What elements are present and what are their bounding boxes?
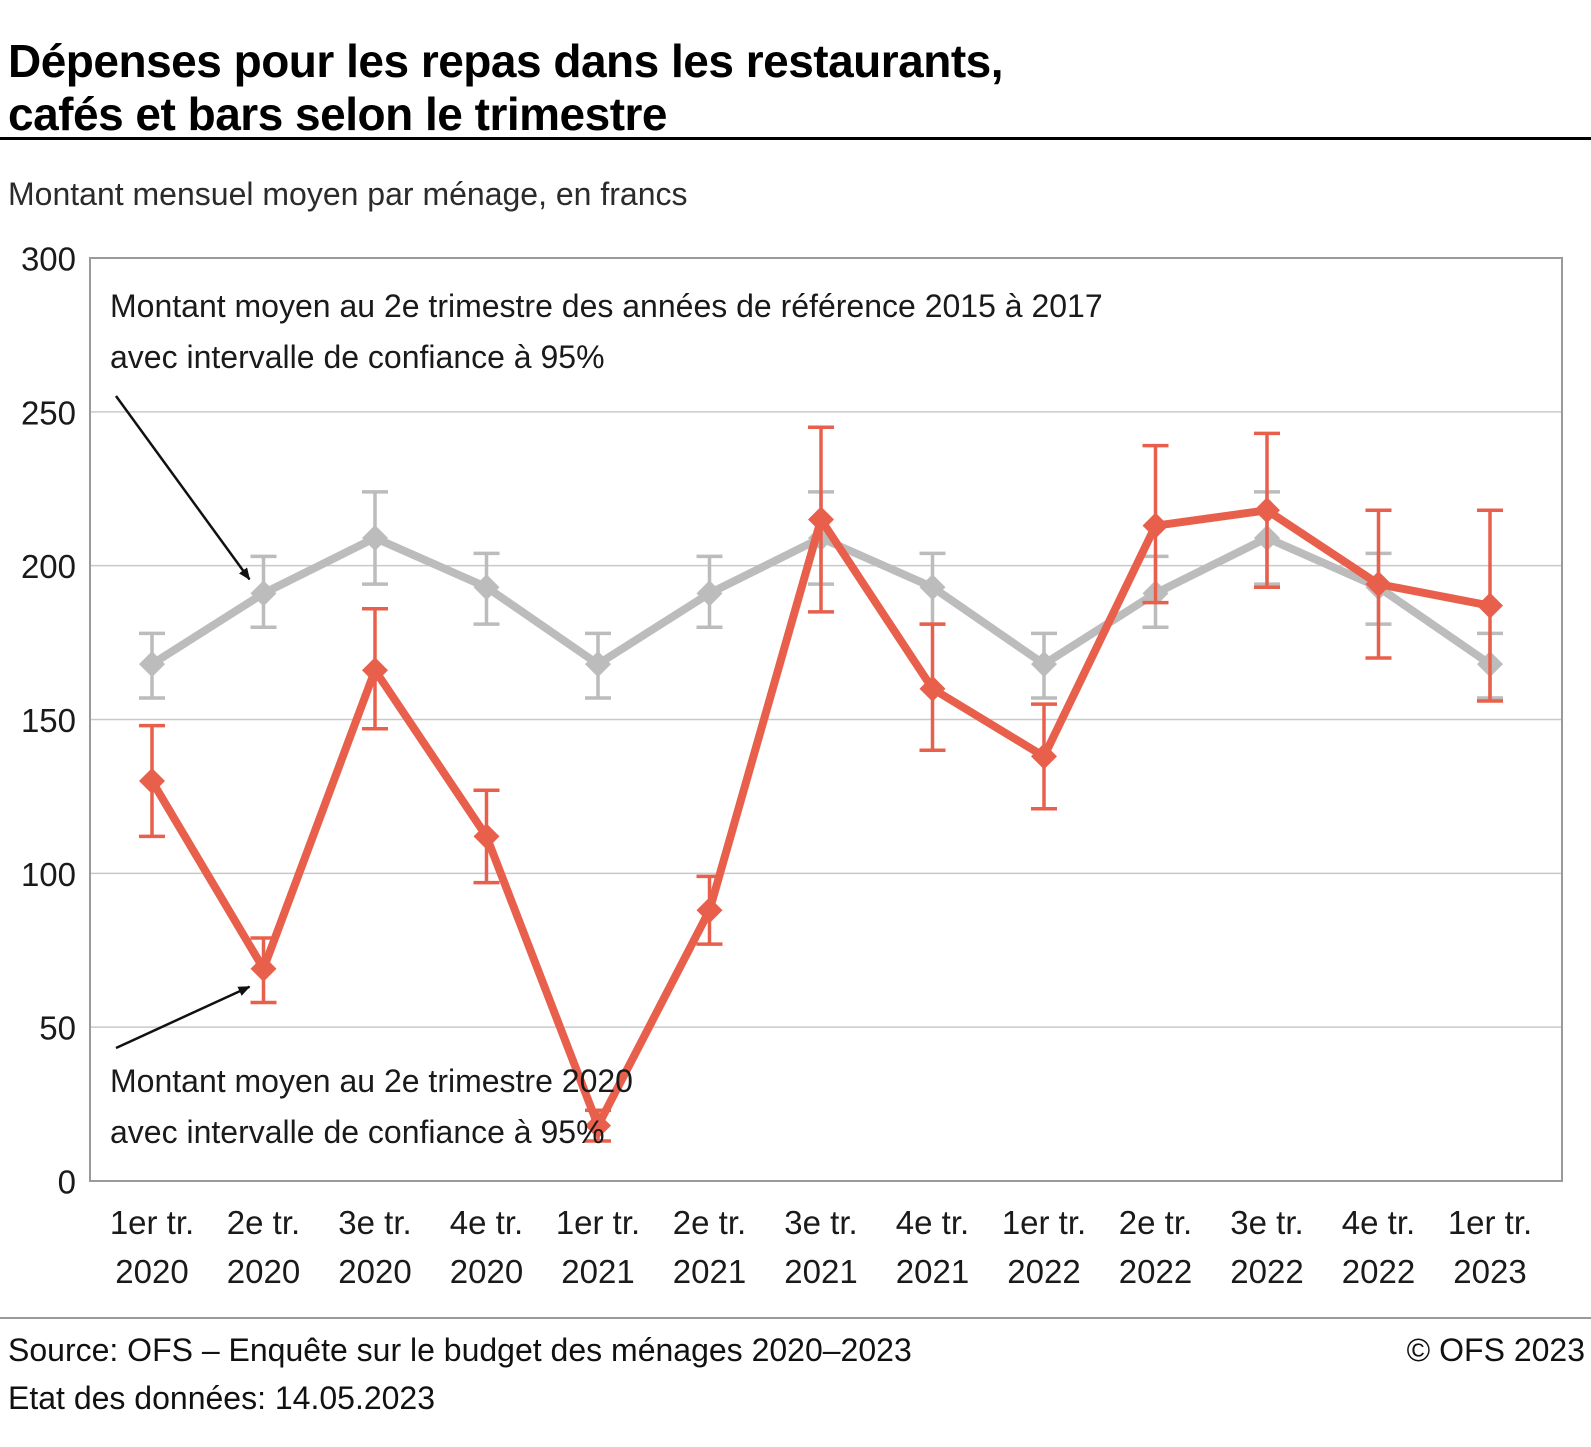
data-point-current <box>1254 497 1280 524</box>
annotation-current-line2: avec intervalle de confiance à 95% <box>110 1114 605 1150</box>
x-axis-tick-label-quarter: 2e tr. <box>1119 1204 1192 1241</box>
x-axis-tick-label-quarter: 3e tr. <box>338 1204 411 1241</box>
y-axis-tick-label: 50 <box>39 1010 76 1047</box>
x-axis-tick-label-quarter: 1er tr. <box>1448 1204 1532 1241</box>
y-axis-tick-label: 150 <box>21 702 76 739</box>
data-point-reference <box>473 574 500 601</box>
annotation-reference-line2: avec intervalle de confiance à 95% <box>110 339 605 375</box>
plot-frame <box>89 257 1563 1182</box>
annotation-reference-arrow <box>114 395 251 581</box>
data-point-current <box>473 823 500 850</box>
x-axis-tick-label-quarter: 3e tr. <box>1230 1204 1303 1241</box>
annotation-current-line1: Montant moyen au 2e trimestre 2020 <box>110 1063 633 1099</box>
x-axis-tick-label-year: 2022 <box>1342 1253 1415 1290</box>
annotation-reference-line1: Montant moyen au 2e trimestre des années… <box>110 288 1103 324</box>
y-axis-tick-label: 0 <box>58 1164 76 1201</box>
page-title: Dépenses pour les repas dans les restaur… <box>8 34 1004 142</box>
data-point-current <box>919 675 946 702</box>
x-axis-tick-label-year: 2020 <box>227 1253 300 1290</box>
data-point-current <box>585 1112 611 1139</box>
x-axis-tick-label-year: 2021 <box>784 1253 857 1290</box>
x-axis-tick-label-year: 2022 <box>1230 1253 1303 1290</box>
data-point-reference <box>585 651 611 678</box>
x-axis-tick-label-quarter: 2e tr. <box>673 1204 746 1241</box>
data-point-current <box>1031 743 1057 770</box>
x-axis-tick-label-year: 2023 <box>1453 1253 1526 1290</box>
y-axis-tick-label: 200 <box>21 548 76 585</box>
page-title-line2: cafés et bars selon le trimestre <box>8 88 668 141</box>
x-axis-tick-label-quarter: 1er tr. <box>1002 1204 1086 1241</box>
data-point-current <box>808 506 834 533</box>
x-axis-tick-label-year: 2020 <box>115 1253 188 1290</box>
data-point-reference <box>919 574 946 601</box>
footer-source: Source: OFS – Enquête sur le budget des … <box>8 1332 912 1368</box>
data-point-reference <box>1031 651 1057 678</box>
x-axis-tick-label-quarter: 4e tr. <box>1342 1204 1415 1241</box>
data-point-current <box>139 768 165 795</box>
x-axis-tick-label-quarter: 3e tr. <box>784 1204 857 1241</box>
x-axis-tick-label-quarter: 4e tr. <box>450 1204 523 1241</box>
y-axis-tick-label: 300 <box>21 241 76 278</box>
footer-data-status: Etat des données: 14.05.2023 <box>8 1380 436 1416</box>
x-axis-tick-label-year: 2021 <box>896 1253 969 1290</box>
x-axis-tick-label-year: 2022 <box>1119 1253 1192 1290</box>
page-title-line1: Dépenses pour les repas dans les restaur… <box>8 34 1004 87</box>
title-divider <box>0 137 1591 140</box>
x-axis-tick-label-quarter: 1er tr. <box>556 1204 640 1241</box>
data-point-current <box>1142 512 1169 539</box>
x-axis-tick-label-year: 2020 <box>450 1253 523 1290</box>
data-point-current <box>1365 571 1392 598</box>
annotation-current-arrow <box>115 985 251 1050</box>
x-axis-tick-label-quarter: 2e tr. <box>227 1204 300 1241</box>
x-axis-tick-label-year: 2022 <box>1007 1253 1080 1290</box>
data-point-reference <box>250 580 277 607</box>
chart-subtitle: Montant mensuel moyen par ménage, en fra… <box>8 176 688 212</box>
x-axis-tick-label-year: 2021 <box>673 1253 746 1290</box>
x-axis-tick-label-quarter: 4e tr. <box>896 1204 969 1241</box>
data-point-reference <box>139 651 165 678</box>
y-axis-tick-label: 100 <box>21 856 76 893</box>
x-axis-tick-label-quarter: 1er tr. <box>110 1204 194 1241</box>
data-point-reference <box>696 580 723 607</box>
footer-divider <box>0 1317 1591 1319</box>
x-axis-tick-label-year: 2020 <box>338 1253 411 1290</box>
x-axis-tick-label-year: 2021 <box>561 1253 634 1290</box>
data-point-current <box>250 955 277 982</box>
y-axis-tick-label: 250 <box>21 394 76 431</box>
data-point-reference <box>362 524 388 551</box>
footer-copyright: © OFS 2023 <box>1406 1332 1585 1368</box>
data-point-current <box>1477 592 1503 619</box>
data-point-current <box>696 897 723 924</box>
series-current <box>139 425 1503 1143</box>
data-point-current <box>362 657 388 684</box>
